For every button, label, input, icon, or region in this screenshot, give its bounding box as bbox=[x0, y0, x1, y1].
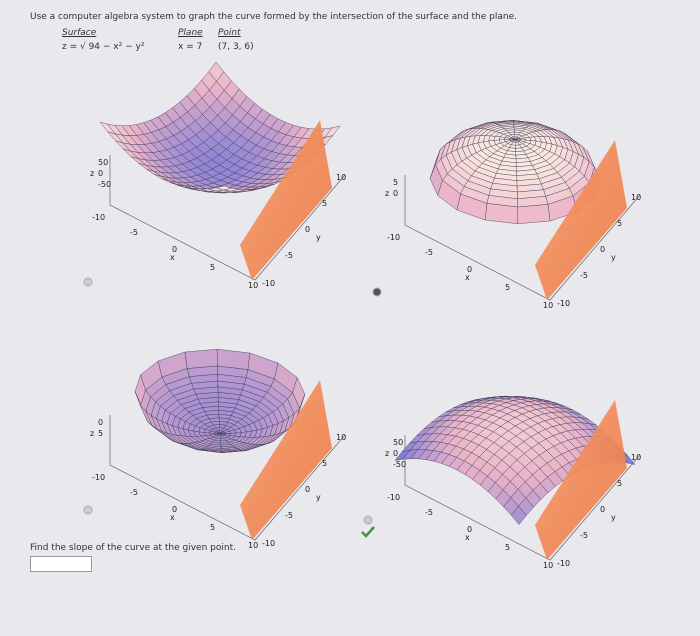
x-axis-label: x bbox=[465, 533, 470, 542]
z-tick-label: 50 bbox=[98, 158, 108, 167]
z-tick-label: 0 bbox=[98, 169, 103, 178]
x-tick-label: 10 bbox=[248, 541, 258, 550]
y-axis-label: y bbox=[611, 513, 616, 522]
surface-patch bbox=[184, 348, 218, 369]
z-tick-label: 0 bbox=[393, 449, 398, 458]
y-tick-label: -10 bbox=[262, 539, 275, 548]
y-axis-label: y bbox=[611, 253, 616, 262]
x-tick-label: 5 bbox=[210, 523, 215, 532]
surface-patch bbox=[484, 203, 519, 225]
y-tick-label: -5 bbox=[285, 251, 293, 260]
y-tick-label: -5 bbox=[285, 511, 293, 520]
y-tick-label: 5 bbox=[322, 199, 327, 208]
axis-frame bbox=[109, 415, 346, 541]
radio[interactable] bbox=[83, 505, 93, 515]
x-tick-label: 5 bbox=[210, 263, 215, 272]
header: Plane bbox=[178, 28, 203, 38]
followup: Find the slope of the curve at the given… bbox=[30, 543, 236, 553]
x-tick-label: 5 bbox=[505, 543, 510, 552]
y-tick-label: 0 bbox=[600, 505, 605, 514]
radio-selected[interactable] bbox=[372, 287, 382, 297]
z-tick-label: 0 bbox=[98, 418, 103, 427]
y-axis-label: y bbox=[316, 493, 321, 502]
x-axis-label: x bbox=[465, 273, 470, 282]
y-tick-label: 5 bbox=[322, 459, 327, 468]
y-axis-label: y bbox=[316, 233, 321, 242]
z-axis-label: z bbox=[385, 189, 389, 198]
y-tick-label: -5 bbox=[580, 531, 588, 540]
x-tick-label: -5 bbox=[130, 228, 138, 237]
question: Use a computer algebra system to graph t… bbox=[30, 12, 517, 22]
header: Surface bbox=[62, 28, 97, 38]
z-tick-label: 50 bbox=[393, 438, 403, 447]
cell: (7, 3, 6) bbox=[218, 42, 254, 52]
x-tick-label: 5 bbox=[505, 283, 510, 292]
y-tick-label: 5 bbox=[617, 479, 622, 488]
y-tick-label: 10 bbox=[631, 193, 641, 202]
y-tick-label: -10 bbox=[557, 559, 570, 568]
radio[interactable] bbox=[83, 277, 93, 287]
plots: 500-50z-10-50510x-10-50510y50z-10-50510x… bbox=[83, 61, 641, 570]
surface-patch bbox=[215, 185, 233, 191]
header: Point bbox=[218, 28, 241, 38]
x-tick-label: -10 bbox=[92, 473, 105, 482]
y-tick-label: -10 bbox=[557, 299, 570, 308]
y-tick-label: 10 bbox=[631, 453, 641, 462]
x-axis-label: x bbox=[170, 513, 175, 522]
x-tick-label: 10 bbox=[543, 301, 553, 310]
checkmark bbox=[361, 526, 375, 538]
y-tick-label: 10 bbox=[336, 173, 346, 182]
answer-input[interactable] bbox=[30, 556, 92, 572]
x-tick-label: 0 bbox=[172, 245, 177, 254]
z-tick-label: -50 bbox=[98, 180, 111, 189]
y-tick-label: -10 bbox=[262, 279, 275, 288]
y-tick-label: -5 bbox=[580, 271, 588, 280]
plane bbox=[240, 120, 332, 280]
x-tick-label: -5 bbox=[130, 488, 138, 497]
x-tick-label: -10 bbox=[92, 213, 105, 222]
cell: z = √ 94 − x² − y² bbox=[62, 42, 145, 52]
y-tick-label: 0 bbox=[305, 485, 310, 494]
y-tick-label: 0 bbox=[305, 225, 310, 234]
cell: x = 7 bbox=[178, 42, 203, 52]
x-tick-label: -10 bbox=[387, 233, 400, 242]
x-tick-label: -10 bbox=[387, 493, 400, 502]
plane bbox=[240, 380, 332, 540]
axis-frame bbox=[404, 175, 641, 301]
x-tick-label: 10 bbox=[543, 561, 553, 570]
axis-frame bbox=[109, 155, 346, 281]
surface-patch bbox=[220, 444, 234, 448]
z-tick-label: 5 bbox=[98, 429, 103, 438]
y-tick-label: 5 bbox=[617, 219, 622, 228]
x-tick-label: 0 bbox=[467, 525, 472, 534]
z-axis-label: z bbox=[385, 449, 389, 458]
z-axis-label: z bbox=[90, 169, 94, 178]
radio[interactable] bbox=[363, 515, 373, 525]
y-tick-label: 0 bbox=[600, 245, 605, 254]
x-axis-label: x bbox=[170, 253, 175, 262]
z-tick-label: 5 bbox=[393, 178, 398, 187]
y-tick-label: 10 bbox=[336, 433, 346, 442]
x-tick-label: -5 bbox=[425, 248, 433, 257]
x-tick-label: 10 bbox=[248, 281, 258, 290]
plane bbox=[535, 400, 627, 560]
axis-frame bbox=[404, 435, 641, 561]
z-tick-label: -50 bbox=[393, 460, 406, 469]
surface-patch bbox=[517, 204, 551, 225]
surface-patch bbox=[511, 505, 527, 525]
x-tick-label: 0 bbox=[172, 505, 177, 514]
z-axis-label: z bbox=[90, 429, 94, 438]
z-tick-label: 0 bbox=[393, 189, 398, 198]
x-tick-label: 0 bbox=[467, 265, 472, 274]
x-tick-label: -5 bbox=[425, 508, 433, 517]
plane bbox=[535, 140, 627, 300]
